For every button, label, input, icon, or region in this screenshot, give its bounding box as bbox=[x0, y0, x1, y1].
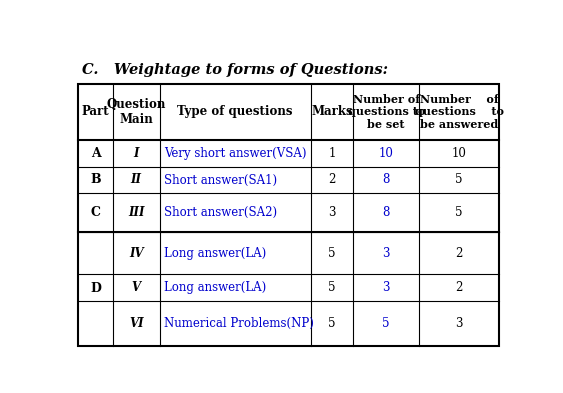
Text: 5: 5 bbox=[455, 173, 463, 187]
Text: 2: 2 bbox=[455, 281, 463, 294]
Bar bbox=[78, 84, 499, 346]
Text: Number    of
questions    to
be answered: Number of questions to be answered bbox=[414, 94, 503, 130]
Text: 5: 5 bbox=[328, 247, 336, 260]
Text: B: B bbox=[90, 173, 101, 187]
Text: V: V bbox=[132, 281, 141, 294]
Text: Very short answer(VSA): Very short answer(VSA) bbox=[164, 147, 307, 160]
Text: 8: 8 bbox=[382, 206, 390, 219]
Text: D: D bbox=[90, 283, 101, 296]
Text: 10: 10 bbox=[452, 147, 467, 160]
Text: 3: 3 bbox=[382, 281, 390, 294]
Text: 1: 1 bbox=[328, 147, 336, 160]
Text: Question
Main: Question Main bbox=[106, 98, 166, 126]
Text: 3: 3 bbox=[455, 317, 463, 330]
Text: Numerical Problems(NP): Numerical Problems(NP) bbox=[164, 317, 314, 330]
Text: Short answer(SA2): Short answer(SA2) bbox=[164, 206, 277, 219]
Text: 5: 5 bbox=[328, 317, 336, 330]
Text: 8: 8 bbox=[382, 173, 390, 187]
Text: IV: IV bbox=[129, 247, 144, 260]
Text: 10: 10 bbox=[379, 147, 394, 160]
Text: Number of
questions to
be set: Number of questions to be set bbox=[347, 94, 425, 130]
Text: Marks: Marks bbox=[311, 105, 353, 118]
Text: Long answer(LA): Long answer(LA) bbox=[164, 247, 266, 260]
Text: II: II bbox=[131, 173, 142, 187]
Text: 5: 5 bbox=[328, 281, 336, 294]
Text: Type of questions: Type of questions bbox=[177, 105, 293, 118]
Text: Short answer(SA1): Short answer(SA1) bbox=[164, 173, 277, 187]
Text: Long answer(LA): Long answer(LA) bbox=[164, 281, 266, 294]
Text: A: A bbox=[91, 147, 100, 160]
Text: I: I bbox=[133, 147, 139, 160]
Text: 2: 2 bbox=[455, 247, 463, 260]
Text: III: III bbox=[128, 206, 145, 219]
Text: C: C bbox=[91, 206, 101, 219]
Text: 3: 3 bbox=[382, 247, 390, 260]
Text: 5: 5 bbox=[455, 206, 463, 219]
Text: 2: 2 bbox=[328, 173, 336, 187]
Text: 3: 3 bbox=[328, 206, 336, 219]
Text: C.   Weightage to forms of Questions:: C. Weightage to forms of Questions: bbox=[82, 63, 388, 77]
Text: Part: Part bbox=[82, 105, 109, 118]
Text: VI: VI bbox=[129, 317, 144, 330]
Text: 5: 5 bbox=[382, 317, 390, 330]
